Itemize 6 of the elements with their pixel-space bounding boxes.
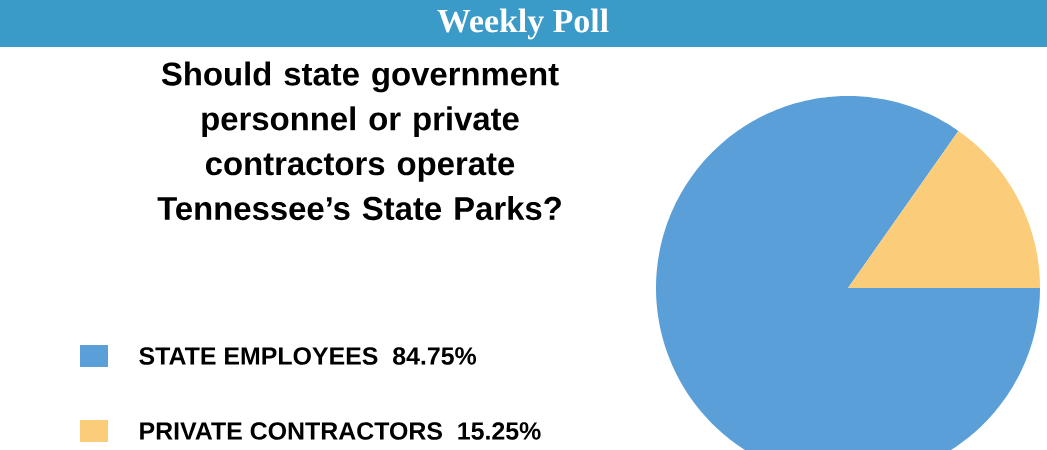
data-label: 84.75% [393,347,477,365]
data-label: 15.25% [458,422,541,440]
legend-label: STATE EMPLOYEES [139,347,378,365]
legend-label: PRIVATE CONTRACTORS [140,422,442,440]
chart-title: Weekly Poll [437,8,609,40]
text: Should state government personnel or private contractors operate Tennessee’s State Parks? [157,61,561,221]
